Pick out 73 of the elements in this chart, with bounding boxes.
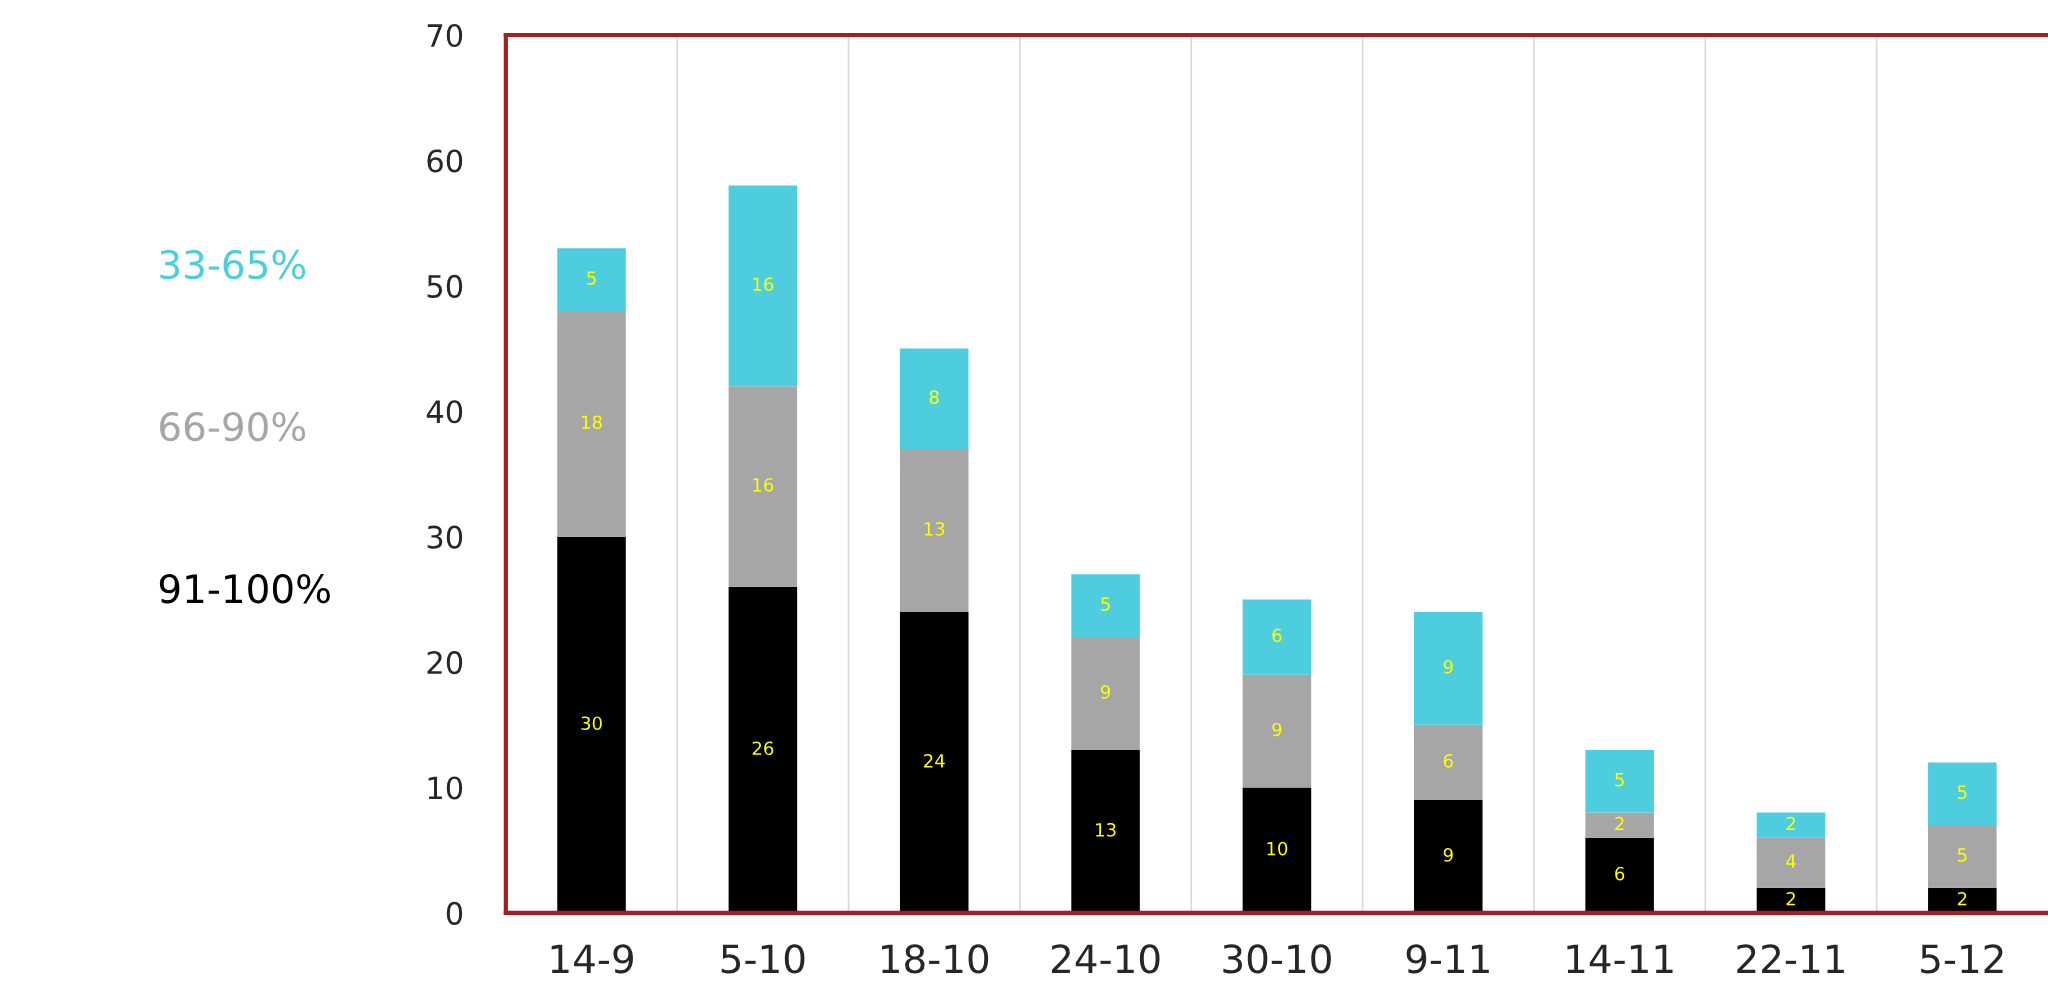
text: 33-65% <box>160 249 306 280</box>
data-label: 9 <box>1443 848 1453 862</box>
bar <box>1585 749 1654 813</box>
x-tick-label: 14-9 <box>551 944 633 974</box>
data-label: 5 <box>587 271 596 285</box>
data-label: 9 <box>1272 722 1282 737</box>
y-tick-label: 40 <box>426 400 463 424</box>
bar <box>1242 674 1312 788</box>
x-tick-label: 14-11 <box>1567 944 1673 974</box>
data-label: 18 <box>582 415 602 430</box>
x-tick-label: 30-10 <box>1223 944 1331 974</box>
bar <box>1242 787 1312 913</box>
data-label: 2 <box>1786 891 1795 906</box>
bar <box>1585 837 1654 913</box>
text: 66-90% <box>160 411 306 442</box>
y-tick-label: 30 <box>427 525 463 549</box>
x-tick-label: 18-10 <box>882 944 989 974</box>
data-label: 10 <box>1267 841 1288 856</box>
data-label: 4 <box>1786 854 1796 868</box>
bar <box>1071 749 1140 913</box>
y-tick-label: 60 <box>427 149 463 173</box>
data-label: 16 <box>753 277 774 292</box>
bar <box>899 611 969 913</box>
data-label: 13 <box>924 521 945 536</box>
data-label: 6 <box>1443 754 1453 768</box>
data-label: 5 <box>1615 773 1624 787</box>
bar <box>1585 812 1654 838</box>
bar <box>728 185 798 387</box>
bar <box>1071 574 1140 638</box>
bar <box>557 248 626 311</box>
data-label: 26 <box>752 741 774 756</box>
bar <box>899 348 969 449</box>
data-label: 2 <box>1615 816 1624 831</box>
bar <box>1928 887 1997 913</box>
data-label: 2 <box>1786 816 1795 831</box>
data-label: 5 <box>1101 597 1110 611</box>
data-label: 6 <box>1615 866 1625 881</box>
y-tick-label: 10 <box>428 776 463 800</box>
data-label: 30 <box>581 716 602 731</box>
data-label: 24 <box>924 754 945 768</box>
bar <box>1242 599 1312 675</box>
bar <box>557 536 626 913</box>
bar <box>1928 762 1997 826</box>
bar <box>728 586 798 913</box>
y-tick-label: 70 <box>427 23 463 48</box>
data-label: 9 <box>1443 659 1453 674</box>
bar <box>1071 637 1140 750</box>
x-tick-label: 22-11 <box>1737 944 1844 974</box>
data-label: 6 <box>1272 628 1282 643</box>
bar <box>899 448 969 612</box>
x-tick-label: 5-10 <box>721 944 805 974</box>
x-tick-label: 5-12 <box>1921 944 2003 974</box>
bar <box>728 386 798 587</box>
data-label: 16 <box>753 478 774 492</box>
y-tick-label: 0 <box>446 901 463 925</box>
x-tick-label: 24-10 <box>1051 944 1160 974</box>
data-label: 9 <box>1100 685 1111 699</box>
bar <box>1756 837 1826 888</box>
text: 91-100% <box>159 574 330 604</box>
bar <box>1928 825 1997 888</box>
bar <box>557 310 626 537</box>
data-label: 5 <box>1957 785 1967 800</box>
bar <box>1414 800 1483 913</box>
data-label: 8 <box>929 390 939 404</box>
bar <box>1756 812 1826 838</box>
y-tick-label: 50 <box>427 274 463 298</box>
x-tick-label: 9-11 <box>1406 944 1489 974</box>
y-tick-label: 20 <box>427 651 463 675</box>
data-label: 5 <box>1957 848 1967 862</box>
bar <box>1414 611 1483 725</box>
bar <box>1414 724 1483 801</box>
data-label: 2 <box>1957 891 1967 906</box>
data-label: 13 <box>1096 822 1116 837</box>
